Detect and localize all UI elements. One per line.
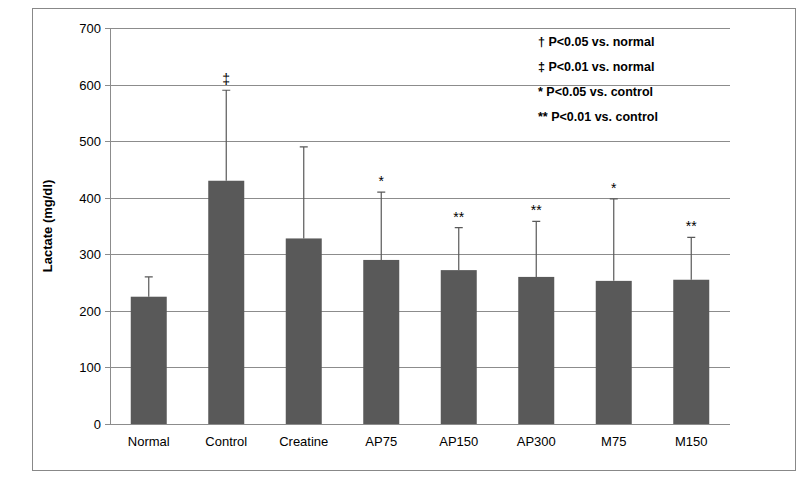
tick-mark <box>105 141 110 142</box>
tick-label: 500 <box>79 134 101 149</box>
tick-label: 100 <box>79 360 101 375</box>
error-bar <box>455 228 463 270</box>
tick-label: 400 <box>79 191 101 206</box>
tick-mark <box>105 311 110 312</box>
category-label: Control <box>205 434 247 449</box>
grid-line <box>110 367 730 368</box>
significance-marker: ** <box>686 218 697 234</box>
bar <box>208 181 244 424</box>
tick-label: 0 <box>94 417 101 432</box>
significance-marker: * <box>379 173 385 189</box>
tick-label: 200 <box>79 304 101 319</box>
note: ‡ P<0.01 vs. normal <box>538 60 654 74</box>
tick-mark <box>105 424 110 425</box>
error-bar <box>377 192 385 260</box>
error-bar <box>145 277 153 297</box>
error-bar <box>687 237 695 279</box>
grid-line <box>110 424 730 425</box>
tick-mark <box>105 85 110 86</box>
significance-marker: * <box>611 180 617 196</box>
category-label: M75 <box>601 434 626 449</box>
grid-line <box>110 198 730 199</box>
x-axis <box>110 424 730 425</box>
category-label: AP300 <box>517 434 556 449</box>
y-axis <box>110 28 111 424</box>
bar <box>441 270 477 424</box>
note: † P<0.05 vs. normal <box>538 35 654 49</box>
bar <box>673 280 709 424</box>
category-label: Normal <box>128 434 170 449</box>
grid-line <box>110 141 730 142</box>
bar <box>596 281 632 424</box>
error-bar <box>300 147 308 239</box>
grid-line <box>110 28 730 29</box>
chart-frame <box>33 9 796 471</box>
tick-mark <box>105 198 110 199</box>
category-label: Creatine <box>279 434 328 449</box>
tick-label: 700 <box>79 21 101 36</box>
error-bar <box>222 90 230 181</box>
tick-label: 300 <box>79 247 101 262</box>
error-bar <box>610 199 618 281</box>
category-label: AP75 <box>365 434 397 449</box>
significance-marker: ‡ <box>222 71 230 87</box>
tick-mark <box>105 367 110 368</box>
tick-mark <box>105 254 110 255</box>
note: * P<0.05 vs. control <box>538 85 653 99</box>
bars <box>131 90 710 424</box>
category-label: M150 <box>675 434 708 449</box>
bar <box>131 297 167 424</box>
y-axis-label: Lactate (mg/dl) <box>40 180 55 272</box>
tick-label: 600 <box>79 78 101 93</box>
category-label: AP150 <box>439 434 478 449</box>
grid-line <box>110 254 730 255</box>
error-bar <box>532 221 540 276</box>
grid-line <box>110 311 730 312</box>
significance-marker: ** <box>531 202 542 218</box>
bar <box>518 277 554 424</box>
chart: 0100200300400500600700‡********NormalCon… <box>0 0 800 483</box>
note: ** P<0.01 vs. control <box>538 110 658 124</box>
tick-mark <box>105 28 110 29</box>
bar <box>363 260 399 424</box>
bar <box>286 238 322 424</box>
significance-marker: ** <box>453 209 464 225</box>
